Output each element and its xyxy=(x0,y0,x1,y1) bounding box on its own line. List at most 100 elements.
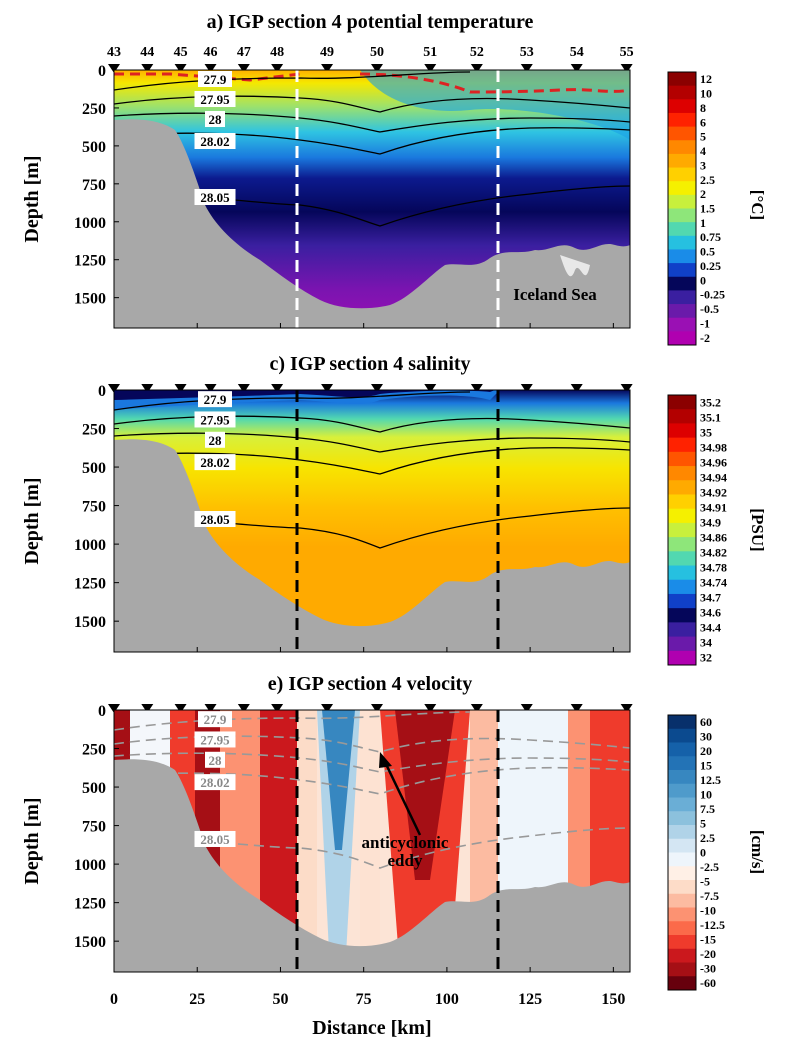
station-label: 43 xyxy=(107,45,121,60)
y-tick-label: 500 xyxy=(82,460,106,477)
colorbar-label: 0.75 xyxy=(700,230,721,244)
colorbar-swatch xyxy=(668,963,696,977)
colorbar-label: 0 xyxy=(700,273,706,287)
colorbar-swatch xyxy=(668,976,696,990)
station-label: 52 xyxy=(470,45,484,60)
panel-c-title: c) IGP section 4 salinity xyxy=(269,353,470,375)
colorbar-swatch xyxy=(668,277,696,291)
colorbar-swatch xyxy=(668,935,696,949)
y-axis-label: Depth [m] xyxy=(21,155,43,242)
y-tick-label: 1000 xyxy=(74,537,106,554)
x-tick-label: 0 xyxy=(110,991,118,1008)
station-label: 51 xyxy=(423,45,437,60)
colorbar-swatch xyxy=(668,304,696,318)
x-tick-label: 25 xyxy=(189,991,205,1008)
colorbar-salinity: 35.235.13534.9834.9634.9434.9234.9134.93… xyxy=(668,395,727,666)
isopycnal-label: 27.9 xyxy=(204,72,227,87)
y-tick-label: 1500 xyxy=(74,934,106,951)
station-label: 45 xyxy=(174,45,188,60)
colorbar-swatch xyxy=(668,509,696,524)
colorbar-label: 0.5 xyxy=(700,245,715,259)
colorbar-label: 0.25 xyxy=(700,259,721,273)
colorbar-swatch xyxy=(668,637,696,652)
colorbar-label: 34.91 xyxy=(700,501,727,515)
colorbar-label: 35 xyxy=(700,426,712,440)
colorbar-unit: [cm/s] xyxy=(748,830,767,874)
colorbar-swatch xyxy=(668,409,696,424)
colorbar-label: 15 xyxy=(700,759,712,773)
colorbar-label: 32 xyxy=(700,651,712,665)
colorbar-swatch xyxy=(668,949,696,963)
colorbar-swatch xyxy=(668,195,696,209)
station-label: 46 xyxy=(204,45,218,60)
colorbar-swatch xyxy=(668,331,696,345)
colorbar-label: 60 xyxy=(700,715,712,729)
panel-a-title: a) IGP section 4 potential temperature xyxy=(207,11,534,33)
station-label: 55 xyxy=(620,45,634,60)
colorbar-swatch xyxy=(668,318,696,332)
colorbar-swatch xyxy=(668,811,696,825)
colorbar-label: 3 xyxy=(700,158,706,172)
colorbar-label: 1 xyxy=(700,216,706,230)
colorbar-swatch xyxy=(668,480,696,495)
colorbar-label: 30 xyxy=(700,730,712,744)
isopycnal-label: 27.9 xyxy=(204,392,227,407)
colorbar-swatch xyxy=(668,438,696,453)
y-tick-label: 1250 xyxy=(74,576,106,593)
colorbar-label: 34.98 xyxy=(700,441,727,455)
isopycnal-label: 28 xyxy=(209,753,223,768)
station-label: 53 xyxy=(520,45,534,60)
colorbar-swatch xyxy=(668,263,696,277)
colorbar-label: 34 xyxy=(700,636,712,650)
colorbar-label: 5 xyxy=(700,130,706,144)
station-label: 49 xyxy=(320,45,334,60)
colorbar-swatch xyxy=(668,181,696,195)
colorbar-label: -1 xyxy=(700,316,710,330)
colorbar-swatch xyxy=(668,168,696,182)
y-tick-label: 500 xyxy=(82,780,106,797)
colorbar-label: 6 xyxy=(700,115,706,129)
x-axis-label: Distance [km] xyxy=(312,1017,431,1039)
colorbar-label: -12.5 xyxy=(700,918,725,932)
isopycnal-label: 27.95 xyxy=(200,412,230,427)
colorbar-swatch xyxy=(668,580,696,595)
station-label: 48 xyxy=(270,45,284,60)
colorbar-label: 2.5 xyxy=(700,173,715,187)
colorbar-swatch xyxy=(668,622,696,637)
colorbar-label: 8 xyxy=(700,101,706,115)
isopycnal-label: 27.95 xyxy=(200,92,230,107)
colorbar-label: -2 xyxy=(700,331,710,345)
colorbar-swatch xyxy=(668,236,696,250)
colorbar-label: 1.5 xyxy=(700,202,715,216)
y-tick-label: 1250 xyxy=(74,896,106,913)
y-tick-label: 0 xyxy=(98,383,106,400)
colorbar-swatch xyxy=(668,99,696,113)
colorbar-swatch xyxy=(668,113,696,127)
colorbar-label: 34.94 xyxy=(700,471,727,485)
colorbar-label: 34.7 xyxy=(700,591,721,605)
colorbar-swatch xyxy=(668,825,696,839)
colorbar-swatch xyxy=(668,423,696,438)
colorbar-swatch xyxy=(668,290,696,304)
y-tick-label: 0 xyxy=(98,703,106,720)
x-tick-label: 150 xyxy=(601,991,625,1008)
colorbar-label: 34.96 xyxy=(700,456,727,470)
y-tick-label: 250 xyxy=(82,742,106,759)
colorbar-label: -0.5 xyxy=(700,302,719,316)
y-tick-label: 1500 xyxy=(74,614,106,631)
isopycnal-label: 28 xyxy=(209,112,223,127)
colorbar-label: 34.74 xyxy=(700,576,727,590)
colorbar-swatch xyxy=(668,395,696,410)
colorbar-swatch xyxy=(668,866,696,880)
station-label: 44 xyxy=(140,45,154,60)
colorbar-swatch xyxy=(668,523,696,538)
colorbar-swatch xyxy=(668,222,696,236)
station-label: 47 xyxy=(237,45,251,60)
colorbar-label: -60 xyxy=(700,976,716,990)
colorbar-swatch xyxy=(668,466,696,481)
colorbar-label: -2.5 xyxy=(700,860,719,874)
colorbar-label: 12.5 xyxy=(700,773,721,787)
isopycnal-label: 28.02 xyxy=(200,134,229,149)
iceland-sea-label: Iceland Sea xyxy=(513,285,597,304)
